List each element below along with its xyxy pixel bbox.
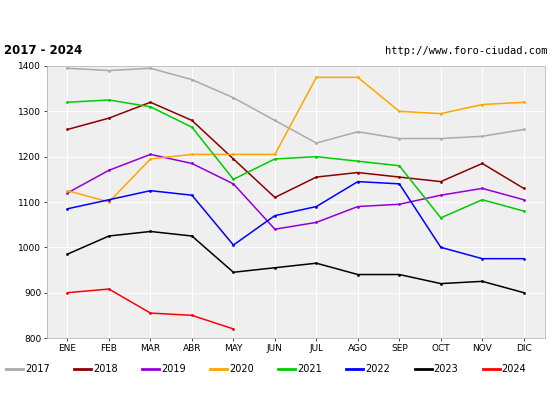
Text: 2017: 2017 <box>25 364 50 374</box>
Text: Evolucion del paro registrado en Archena: Evolucion del paro registrado en Archena <box>113 11 437 25</box>
Text: 2019: 2019 <box>161 364 186 374</box>
Text: 2020: 2020 <box>229 364 254 374</box>
Text: 2023: 2023 <box>433 364 458 374</box>
Text: 2022: 2022 <box>366 364 390 374</box>
Text: 2017 - 2024: 2017 - 2024 <box>4 44 82 58</box>
Text: 2024: 2024 <box>502 364 526 374</box>
Text: 2021: 2021 <box>298 364 322 374</box>
Text: http://www.foro-ciudad.com: http://www.foro-ciudad.com <box>385 46 547 56</box>
Text: 2018: 2018 <box>94 364 118 374</box>
